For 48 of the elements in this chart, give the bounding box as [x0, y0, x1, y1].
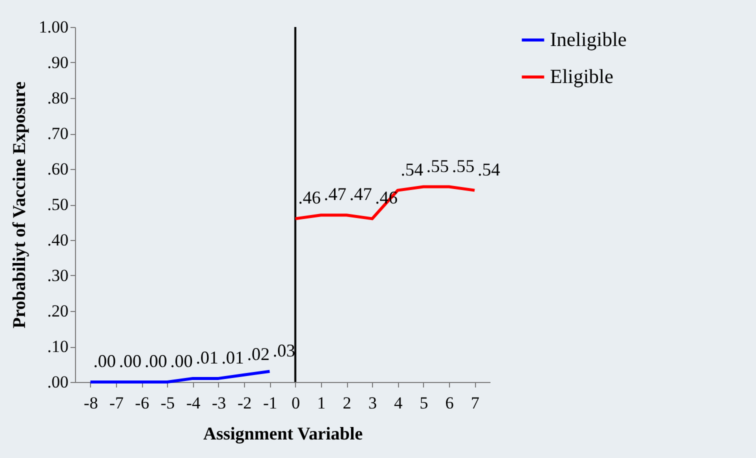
y-tick-label: .10	[47, 337, 68, 356]
x-tick-label: 0	[292, 394, 300, 412]
data-label: .00	[93, 351, 116, 371]
data-label: .55	[452, 156, 475, 176]
x-tick-label: -3	[212, 394, 226, 412]
y-tick-label: .50	[47, 195, 68, 214]
legend-label: Eligible	[550, 66, 614, 88]
data-label: .54	[400, 159, 424, 180]
y-tick-label: .70	[47, 124, 68, 143]
x-tick-label: -1	[263, 394, 278, 412]
y-tick-label: .00	[47, 372, 68, 392]
data-label: .55	[426, 156, 449, 176]
x-tick-label: 3	[368, 394, 377, 412]
data-label: .47	[350, 184, 372, 204]
line-series	[294, 185, 476, 220]
x-tick-label: 6	[445, 394, 454, 412]
y-tick-label: .30	[47, 266, 68, 285]
data-label: .00	[144, 351, 168, 371]
data-label: .46	[298, 188, 321, 208]
x-tick-label: -2	[237, 394, 252, 412]
y-tick-label: .60	[47, 160, 68, 178]
x-tick-label: 4	[394, 394, 404, 412]
data-label: .02	[247, 344, 270, 364]
x-tick-label: -8	[84, 394, 98, 412]
data-label: .47	[324, 184, 346, 204]
x-tick-label: 2	[342, 394, 352, 412]
x-tick-label: 5	[420, 394, 428, 412]
data-label: .01	[196, 347, 218, 368]
data-label: .01	[221, 347, 244, 368]
x-axis-title: Assignment Variable	[203, 424, 363, 444]
y-tick-label: .80	[47, 88, 68, 108]
y-tick-label: .40	[47, 230, 68, 250]
x-tick-label: -6	[135, 394, 150, 412]
legend-label: Ineligible	[550, 29, 627, 51]
line-series	[88, 370, 272, 384]
y-tick-label: .90	[47, 53, 68, 72]
x-tick-label: -4	[186, 394, 201, 412]
x-tick-label: -7	[109, 394, 124, 412]
data-label: .54	[478, 159, 500, 180]
data-label: .00	[170, 351, 193, 371]
data-label: .00	[118, 351, 142, 371]
x-tick-label: 1	[317, 394, 326, 412]
y-tick-label: 1.00	[38, 18, 68, 36]
y-tick-label: .20	[47, 302, 68, 320]
x-tick-label: 7	[470, 394, 480, 412]
x-tick-label: -5	[160, 394, 175, 412]
data-label: .03	[272, 340, 296, 360]
y-axis-title: Probabiliyt of Vaccine Exposure	[8, 82, 29, 328]
